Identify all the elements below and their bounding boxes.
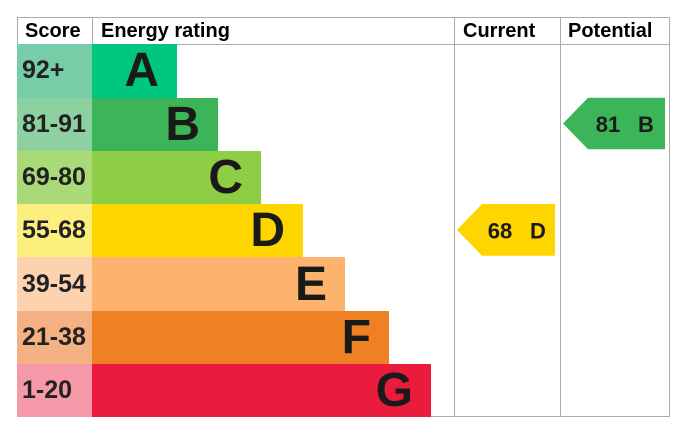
svg-text:68: 68 xyxy=(488,218,512,243)
svg-text:81: 81 xyxy=(596,112,620,137)
svg-text:D: D xyxy=(530,218,546,243)
svg-text:B: B xyxy=(638,112,654,137)
